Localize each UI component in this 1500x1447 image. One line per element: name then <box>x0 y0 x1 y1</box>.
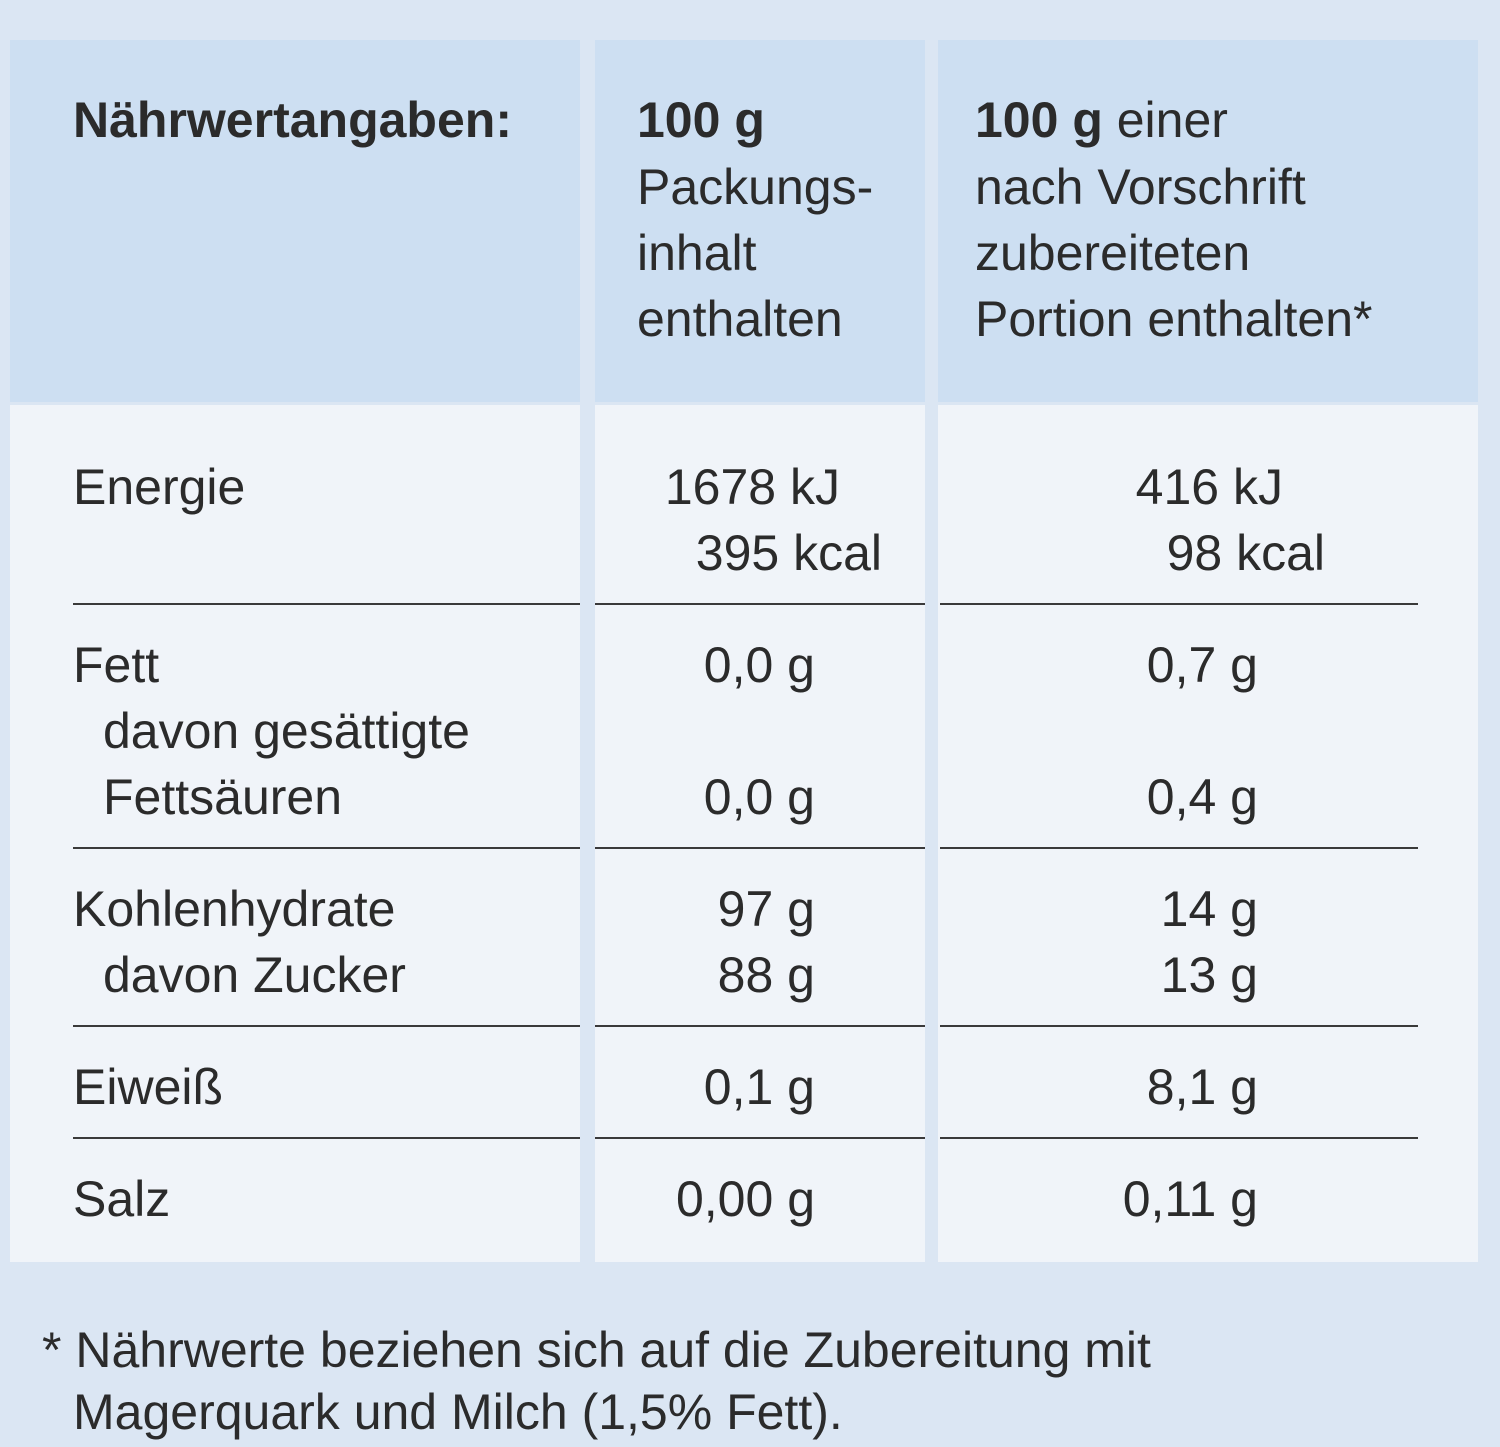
nutrient-value: 14 g <box>1160 881 1258 937</box>
column-heading-text: einer <box>1102 92 1228 148</box>
column-heading-line: inhalt <box>637 225 757 281</box>
nutrient-label: davon Zucker <box>103 947 406 1003</box>
footnote: Magerquark und Milch (1,5% Fett). <box>73 1384 843 1440</box>
header-cell <box>595 40 925 402</box>
row-separator <box>73 1025 580 1027</box>
header-title: Nährwertangaben: <box>73 92 512 148</box>
body-cell <box>938 405 1478 1262</box>
header-cell <box>10 40 580 402</box>
nutrient-label: Energie <box>73 459 246 515</box>
nutrient-label: Fett <box>73 637 160 693</box>
nutrient-label: Fettsäuren <box>103 769 343 825</box>
nutrient-label: Eiweiß <box>73 1059 224 1115</box>
column-heading-line: Packungs- <box>637 159 874 215</box>
nutrient-label: Kohlenhydrate <box>73 881 396 937</box>
column-heading-line: nach Vorschrift <box>975 159 1306 215</box>
row-separator <box>73 603 580 605</box>
row-separator <box>73 1137 580 1139</box>
footnote: * Nährwerte beziehen sich auf die Zubere… <box>42 1322 1151 1378</box>
column-heading: 100 g einer <box>975 90 1228 150</box>
body-cell <box>595 405 925 1262</box>
nutrient-value: 0,0 g <box>703 637 815 693</box>
nutrient-value: 98 kcal <box>1166 525 1325 581</box>
nutrient-value: 0,11 g <box>1122 1171 1258 1227</box>
nutrient-value: 1678 kJ <box>664 459 840 515</box>
nutrient-value: 8,1 g <box>1146 1059 1258 1115</box>
column-heading-line: Portion enthalten* <box>975 291 1373 347</box>
row-separator <box>73 847 580 849</box>
nutrient-label: davon gesättigte <box>103 703 470 759</box>
nutrient-value: 0,0 g <box>703 769 815 825</box>
nutrient-value: 0,4 g <box>1146 769 1258 825</box>
nutrient-value: 97 g <box>717 881 815 937</box>
row-separator <box>940 1025 1418 1027</box>
nutrient-value: 88 g <box>717 947 815 1003</box>
nutrient-value: 416 kJ <box>1135 459 1283 515</box>
nutrient-value: 0,1 g <box>703 1059 815 1115</box>
row-separator <box>595 1025 925 1027</box>
column-heading: 100 g <box>637 90 765 150</box>
column-heading-line: enthalten <box>637 291 843 347</box>
row-separator <box>940 1137 1418 1139</box>
nutrient-value: 13 g <box>1160 947 1258 1003</box>
row-separator <box>595 847 925 849</box>
column-heading-bold: 100 g <box>975 92 1103 148</box>
row-separator <box>595 1137 925 1139</box>
body-cell <box>10 405 580 1262</box>
nutrient-value: 0,00 g <box>675 1171 815 1227</box>
nutrient-label: Salz <box>73 1171 171 1227</box>
nutrient-value: 395 kcal <box>695 525 882 581</box>
row-separator <box>595 603 925 605</box>
column-heading-line: zubereiteten <box>975 225 1251 281</box>
nutrient-value: 0,7 g <box>1146 637 1258 693</box>
column-heading-bold: 100 g <box>637 92 765 148</box>
header-cell <box>938 40 1478 402</box>
row-separator <box>940 603 1418 605</box>
row-separator <box>940 847 1418 849</box>
